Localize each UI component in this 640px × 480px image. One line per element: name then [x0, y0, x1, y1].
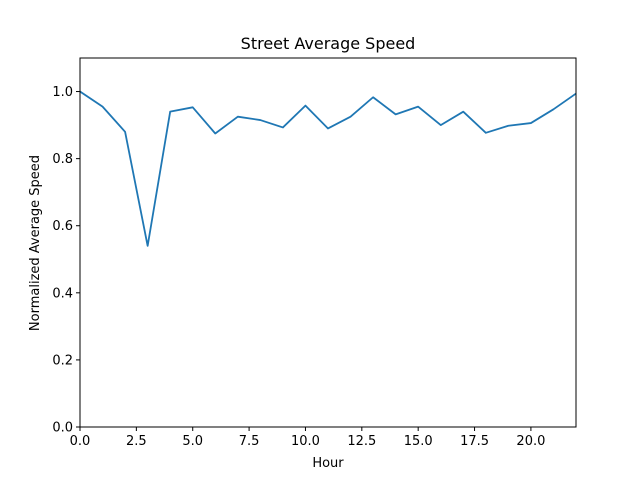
x-tick-label: 10.0	[291, 434, 320, 449]
x-tick-label: 5.0	[182, 434, 203, 449]
chart-title: Street Average Speed	[241, 34, 416, 53]
y-tick-label: 0.8	[52, 152, 73, 167]
x-axis-ticks: 0.0 2.5 5.0 7.5 10.0 12.5 15.0 17.5 20.0	[70, 427, 545, 449]
x-tick-label: 0.0	[70, 434, 91, 449]
x-tick-label: 17.5	[460, 434, 489, 449]
x-tick-label: 15.0	[404, 434, 433, 449]
x-axis-label: Hour	[312, 456, 344, 471]
x-tick-label: 20.0	[516, 434, 545, 449]
y-tick-label: 1.0	[52, 85, 73, 100]
y-tick-label: 0.2	[52, 353, 73, 368]
y-axis-label: Normalized Average Speed	[28, 155, 43, 331]
x-tick-label: 12.5	[347, 434, 376, 449]
plot-area	[79, 57, 577, 428]
x-tick-label: 2.5	[126, 434, 147, 449]
y-axis-ticks: 0.0 0.2 0.4 0.6 0.8 1.0	[52, 85, 80, 436]
y-tick-label: 0.6	[52, 219, 73, 234]
y-tick-label: 0.4	[52, 286, 73, 301]
series-line-0	[80, 90, 576, 247]
plot-frame	[79, 57, 577, 428]
x-tick-label: 7.5	[239, 434, 260, 449]
y-tick-label: 0.0	[52, 421, 73, 436]
